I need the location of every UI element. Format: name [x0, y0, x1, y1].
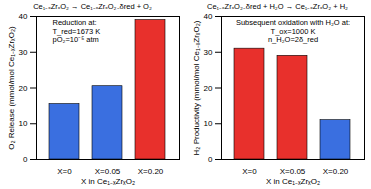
- svg-text:0: 0: [208, 155, 213, 164]
- svg-text:H₂ Productivity (mmol/mol Ce₁₋: H₂ Productivity (mmol/mol Ce₁₋ₓZrₓO₂): [192, 20, 201, 155]
- svg-text:40: 40: [204, 13, 213, 21]
- svg-text:30: 30: [19, 48, 28, 57]
- svg-text:20: 20: [19, 84, 28, 93]
- svg-text:10: 10: [19, 119, 28, 128]
- html-text:Ce₁₋ₓZrₓO₂₋δred + H₂O → Ce₁₋ₓZ: Ce₁₋ₓZrₓO₂₋δred + H₂O → Ce₁₋ₓZrₓO₂ + H₂: [207, 2, 348, 11]
- svg-text:X in Ce₁₋ₓZrₓO₂: X in Ce₁₋ₓZrₓO₂: [266, 177, 320, 186]
- svg-text:Subsequent oxidation with H₂O: Subsequent oxidation with H₂O at:T_ox=10…: [236, 18, 350, 43]
- svg-text:10: 10: [204, 119, 213, 128]
- html-text:Ce₁₋ₓZrₓO₂ → Ce₁₋ₓZrₓO₂₋δred +: Ce₁₋ₓZrₓO₂ → Ce₁₋ₓZrₓO₂₋δred + O₂: [33, 2, 152, 11]
- svg-text:40: 40: [19, 13, 28, 21]
- svg-text:X=0: X=0: [57, 167, 72, 176]
- svg-text:X=0: X=0: [242, 167, 257, 176]
- svg-text:X=0.05: X=0.05: [95, 167, 121, 176]
- svg-text:0: 0: [23, 155, 28, 164]
- svg-text:X in Ce₁₋ₓZrₓO₂: X in Ce₁₋ₓZrₓO₂: [81, 177, 135, 186]
- svg-text:Reduction at:T_red=1673 KpO₂=1: Reduction at:T_red=1673 KpO₂=10⁻⁵ atm: [53, 18, 101, 43]
- svg-text:O₂ Release (mmol/mol Ce₁₋ₓZrₓO: O₂ Release (mmol/mol Ce₁₋ₓZrₓO₂): [7, 26, 16, 150]
- svg-text:X=0.20: X=0.20: [323, 167, 349, 176]
- svg-text:30: 30: [204, 48, 213, 57]
- svg-text:X=0.20: X=0.20: [138, 167, 164, 176]
- svg-text:20: 20: [204, 84, 213, 93]
- svg-text:X=0.05: X=0.05: [280, 167, 306, 176]
